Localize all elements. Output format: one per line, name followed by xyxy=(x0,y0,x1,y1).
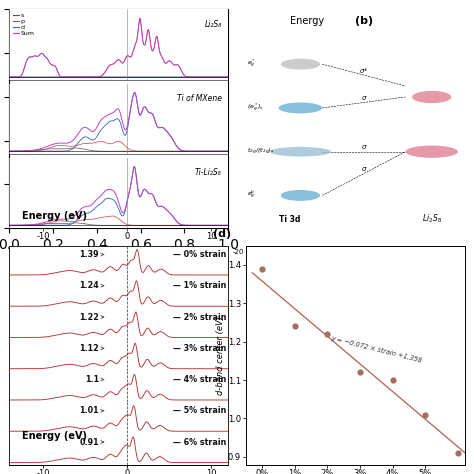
Ellipse shape xyxy=(281,59,320,70)
Text: 1.22: 1.22 xyxy=(79,312,99,321)
Ellipse shape xyxy=(281,190,320,201)
Text: — 2% strain: — 2% strain xyxy=(173,312,226,321)
Text: -20: -20 xyxy=(233,249,244,255)
Text: σ: σ xyxy=(362,166,366,173)
Text: Energy (eV): Energy (eV) xyxy=(22,431,87,441)
Text: — 3% strain: — 3% strain xyxy=(173,344,226,353)
Text: 1.01: 1.01 xyxy=(80,406,99,415)
Legend: s, p, d, Sum: s, p, d, Sum xyxy=(13,13,35,36)
Ellipse shape xyxy=(412,91,451,103)
Text: (e$_g^*$)$_s$: (e$_g^*$)$_s$ xyxy=(247,102,264,114)
Text: σ: σ xyxy=(362,95,366,101)
Text: (b): (b) xyxy=(355,16,373,26)
Text: Ti 3d: Ti 3d xyxy=(279,215,300,224)
Text: 1.39: 1.39 xyxy=(80,250,99,259)
Ellipse shape xyxy=(405,146,458,158)
Text: — 4% strain: — 4% strain xyxy=(173,375,226,384)
Ellipse shape xyxy=(279,102,322,113)
Text: e$_g^*$: e$_g^*$ xyxy=(247,58,255,70)
Text: y = −0.072 × strain +1.358: y = −0.072 × strain +1.358 xyxy=(330,335,423,364)
Text: — 0% strain: — 0% strain xyxy=(173,250,226,259)
Text: σ*: σ* xyxy=(360,68,368,74)
Ellipse shape xyxy=(270,147,331,156)
Text: (d): (d) xyxy=(213,229,231,239)
Text: σ: σ xyxy=(362,145,366,150)
Text: Energy: Energy xyxy=(290,16,324,26)
Text: 1.1: 1.1 xyxy=(85,375,99,384)
Text: — 1% strain: — 1% strain xyxy=(173,281,226,290)
Y-axis label: d-band center (eV): d-band center (eV) xyxy=(216,316,225,395)
Text: Ti-Li₂S₈: Ti-Li₂S₈ xyxy=(195,168,222,177)
Text: 0.91: 0.91 xyxy=(80,438,99,447)
Text: Li₂S₈: Li₂S₈ xyxy=(204,20,222,29)
Text: — 6% strain: — 6% strain xyxy=(173,438,226,447)
Text: Ti of MXene: Ti of MXene xyxy=(177,94,222,103)
Text: Energy (eV): Energy (eV) xyxy=(22,210,87,221)
Text: — 5% strain: — 5% strain xyxy=(173,406,226,415)
Text: t$_{2g}$/(t$_{2g}$)$_s$: t$_{2g}$/(t$_{2g}$)$_s$ xyxy=(247,146,274,157)
Text: Li$_2$S$_8$: Li$_2$S$_8$ xyxy=(422,213,442,225)
Text: 1.12: 1.12 xyxy=(80,344,99,353)
Text: e$_g^b$: e$_g^b$ xyxy=(247,190,255,201)
Text: 1.24: 1.24 xyxy=(80,281,99,290)
